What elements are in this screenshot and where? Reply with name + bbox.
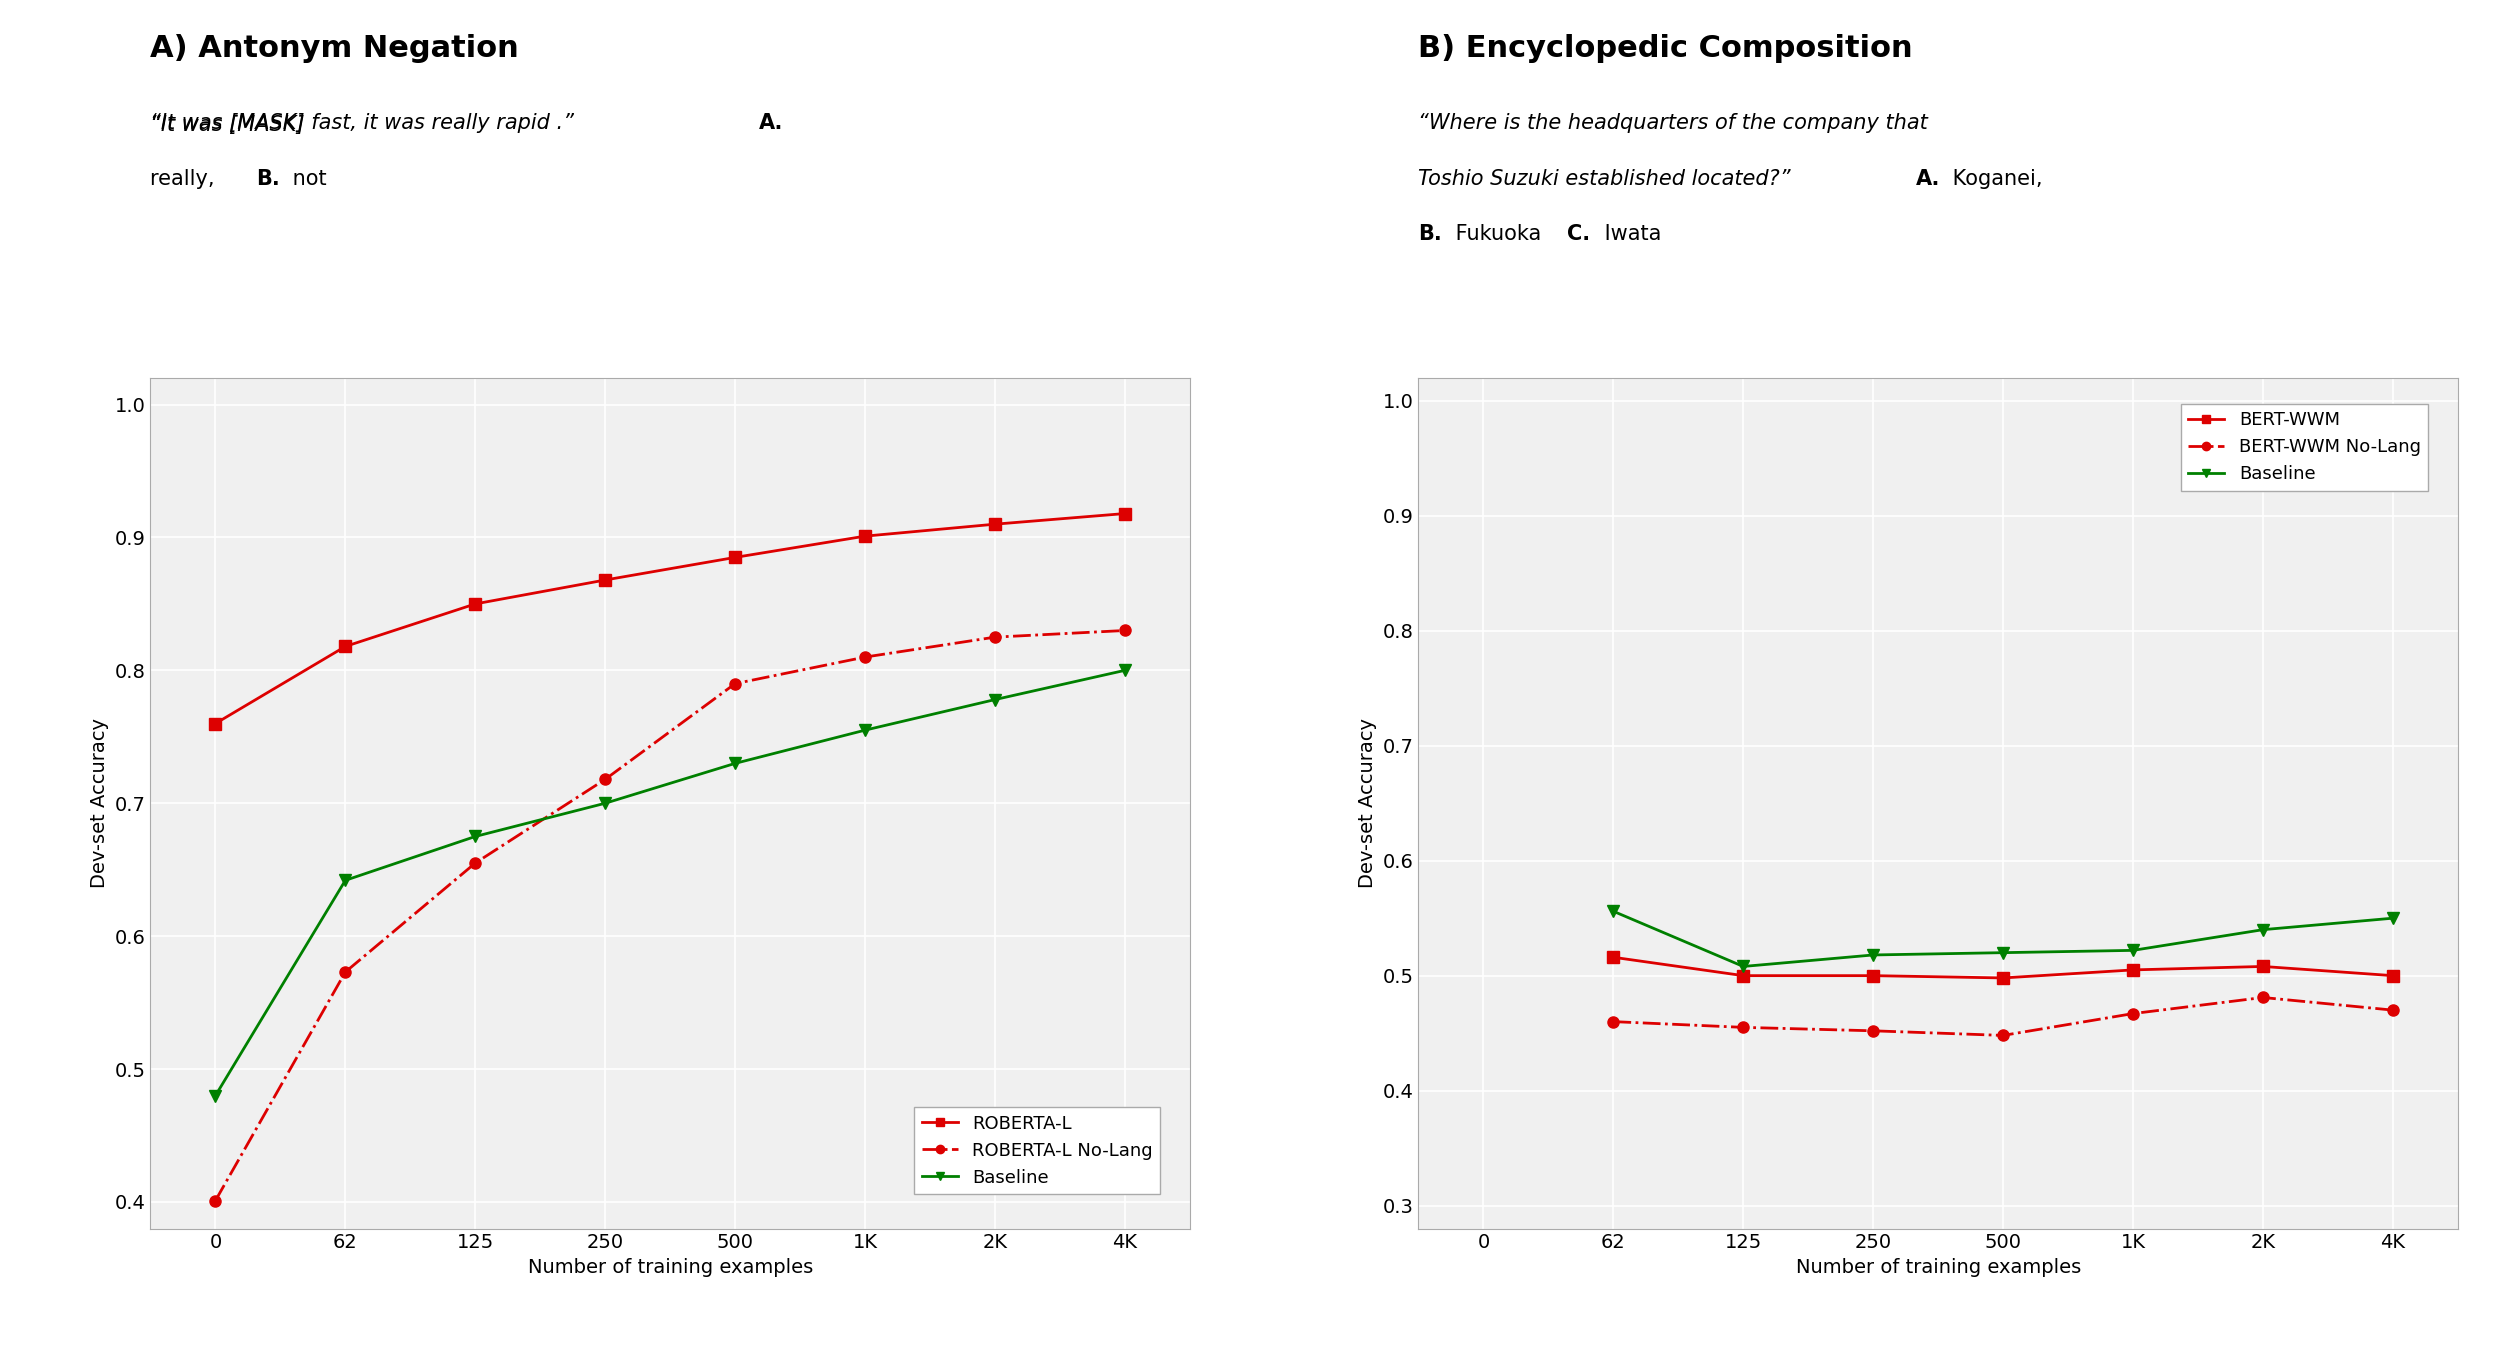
- Baseline: [1858, 946, 1889, 963]
- Baseline: [720, 755, 750, 771]
- ROBERTA-L: [589, 572, 619, 589]
- Baseline: [850, 722, 880, 738]
- BERT-WWM No-Lang: [2117, 1006, 2147, 1022]
- Text: “It was [MASK] fast, it was really rapid .”: “It was [MASK] fast, it was really rapid…: [150, 113, 582, 134]
- Baseline: [1989, 945, 2019, 961]
- Line: BERT-WWM: BERT-WWM: [1608, 952, 2398, 984]
- ROBERTA-L No-Lang: [331, 964, 361, 980]
- ROBERTA-L: [1111, 505, 1141, 521]
- Text: C.: C.: [1568, 224, 1590, 244]
- Line: ROBERTA-L: ROBERTA-L: [211, 508, 1131, 729]
- Legend: BERT-WWM, BERT-WWM No-Lang, Baseline: BERT-WWM, BERT-WWM No-Lang, Baseline: [2182, 404, 2428, 490]
- Line: Baseline: Baseline: [1608, 906, 2398, 972]
- Text: A.: A.: [760, 113, 782, 134]
- ROBERTA-L No-Lang: [720, 675, 750, 691]
- BERT-WWM No-Lang: [2247, 990, 2277, 1006]
- Line: BERT-WWM No-Lang: BERT-WWM No-Lang: [1608, 992, 2398, 1041]
- Baseline: [981, 691, 1011, 707]
- BERT-WWM: [1598, 949, 1628, 965]
- BERT-WWM: [1728, 968, 1758, 984]
- BERT-WWM: [2117, 961, 2147, 977]
- Baseline: [1598, 903, 1628, 919]
- Line: ROBERTA-L No-Lang: ROBERTA-L No-Lang: [211, 625, 1131, 1206]
- BERT-WWM: [2247, 958, 2277, 975]
- ROBERTA-L: [850, 528, 880, 544]
- BERT-WWM: [1858, 968, 1889, 984]
- Text: not: not: [286, 169, 326, 189]
- BERT-WWM No-Lang: [1598, 1014, 1628, 1030]
- BERT-WWM No-Lang: [1858, 1023, 1889, 1040]
- BERT-WWM: [2378, 968, 2408, 984]
- Baseline: [1728, 958, 1758, 975]
- ROBERTA-L: [461, 595, 492, 612]
- ROBERTA-L No-Lang: [981, 629, 1011, 645]
- Baseline: [1111, 663, 1141, 679]
- ROBERTA-L: [201, 716, 231, 732]
- BERT-WWM: [1989, 969, 2019, 986]
- Y-axis label: Dev-set Accuracy: Dev-set Accuracy: [1357, 718, 1377, 888]
- Text: really,: really,: [150, 169, 221, 189]
- Line: Baseline: Baseline: [211, 664, 1131, 1102]
- X-axis label: Number of training examples: Number of training examples: [1796, 1258, 2082, 1277]
- Baseline: [201, 1088, 231, 1104]
- Text: A.: A.: [1916, 169, 1941, 189]
- Baseline: [2117, 942, 2147, 958]
- ROBERTA-L: [981, 516, 1011, 532]
- Text: A) Antonym Negation: A) Antonym Negation: [150, 34, 519, 62]
- ROBERTA-L No-Lang: [589, 771, 619, 787]
- Text: Iwata: Iwata: [1598, 224, 1660, 244]
- BERT-WWM No-Lang: [1989, 1027, 2019, 1044]
- ROBERTA-L No-Lang: [461, 855, 492, 871]
- Text: Koganei,: Koganei,: [1946, 169, 2044, 189]
- Baseline: [461, 829, 492, 845]
- Text: B.: B.: [256, 169, 278, 189]
- ROBERTA-L: [720, 549, 750, 566]
- Baseline: [589, 795, 619, 811]
- Text: Fukuoka: Fukuoka: [1450, 224, 1547, 244]
- ROBERTA-L No-Lang: [1111, 622, 1141, 639]
- BERT-WWM No-Lang: [1728, 1019, 1758, 1035]
- Text: “It was [MASK]: “It was [MASK]: [150, 115, 311, 135]
- Legend: ROBERTA-L, ROBERTA-L No-Lang, Baseline: ROBERTA-L, ROBERTA-L No-Lang, Baseline: [915, 1107, 1161, 1193]
- Text: Toshio Suzuki established located?”: Toshio Suzuki established located?”: [1420, 169, 1798, 189]
- Text: “Where is the headquarters of the company that: “Where is the headquarters of the compan…: [1420, 113, 1929, 134]
- Y-axis label: Dev-set Accuracy: Dev-set Accuracy: [90, 718, 108, 888]
- BERT-WWM No-Lang: [2378, 1002, 2408, 1018]
- ROBERTA-L No-Lang: [201, 1192, 231, 1208]
- ROBERTA-L No-Lang: [850, 649, 880, 666]
- Baseline: [2378, 910, 2408, 926]
- X-axis label: Number of training examples: Number of training examples: [527, 1258, 813, 1277]
- Baseline: [331, 872, 361, 888]
- Text: B.: B.: [1420, 224, 1442, 244]
- ROBERTA-L: [331, 639, 361, 655]
- Baseline: [2247, 922, 2277, 938]
- Text: B) Encyclopedic Composition: B) Encyclopedic Composition: [1420, 34, 1914, 62]
